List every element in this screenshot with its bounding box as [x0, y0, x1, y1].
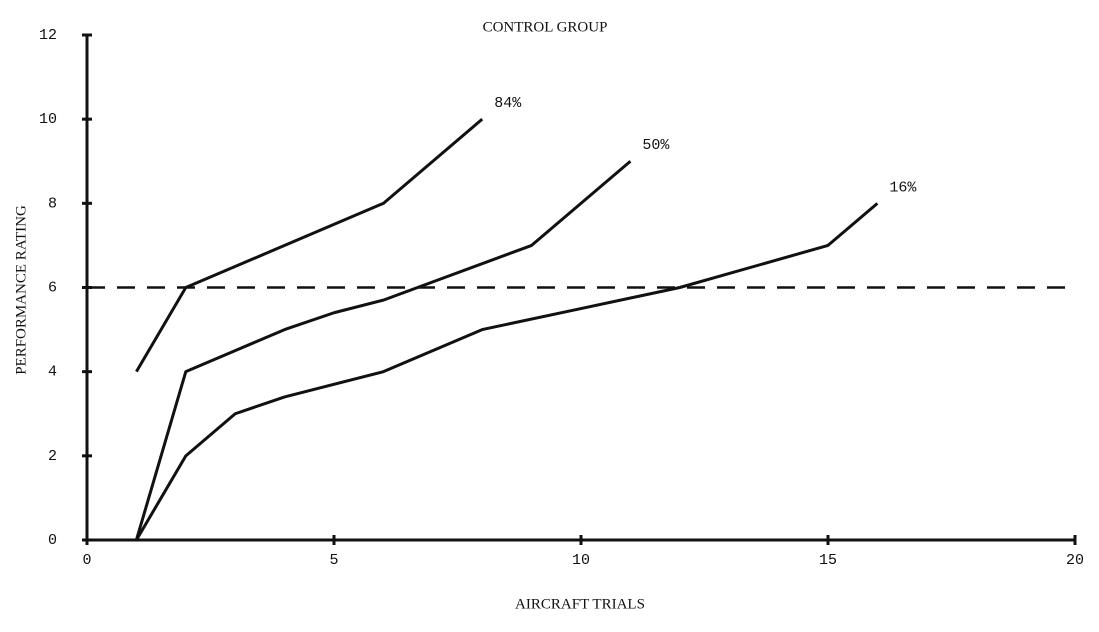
y-axis-label: PERFORMANCE RATING — [13, 205, 29, 375]
series-label: 84% — [494, 95, 522, 112]
y-tick-label: 0 — [48, 532, 57, 549]
line — [135, 202, 879, 541]
series-label: 50% — [642, 137, 670, 154]
y-tick-label: 4 — [48, 364, 57, 381]
series-label: 16% — [889, 179, 917, 196]
x-tick-label: 10 — [572, 552, 590, 569]
y-tick-label: 12 — [39, 27, 57, 44]
x-tick-label: 20 — [1066, 552, 1084, 569]
y-tick-label: 10 — [39, 111, 57, 128]
line — [134, 160, 632, 541]
x-axis-label: AIRCRAFT TRIALS — [515, 596, 645, 612]
line — [135, 118, 484, 373]
x-tick-label: 15 — [819, 552, 837, 569]
x-tick-label: 5 — [329, 552, 338, 569]
y-tick-label: 6 — [48, 279, 57, 296]
chart-title: CONTROL GROUP — [483, 19, 608, 35]
y-tick-label: 8 — [48, 195, 57, 212]
x-tick-label: 0 — [82, 552, 91, 569]
y-tick-label: 2 — [48, 448, 57, 465]
